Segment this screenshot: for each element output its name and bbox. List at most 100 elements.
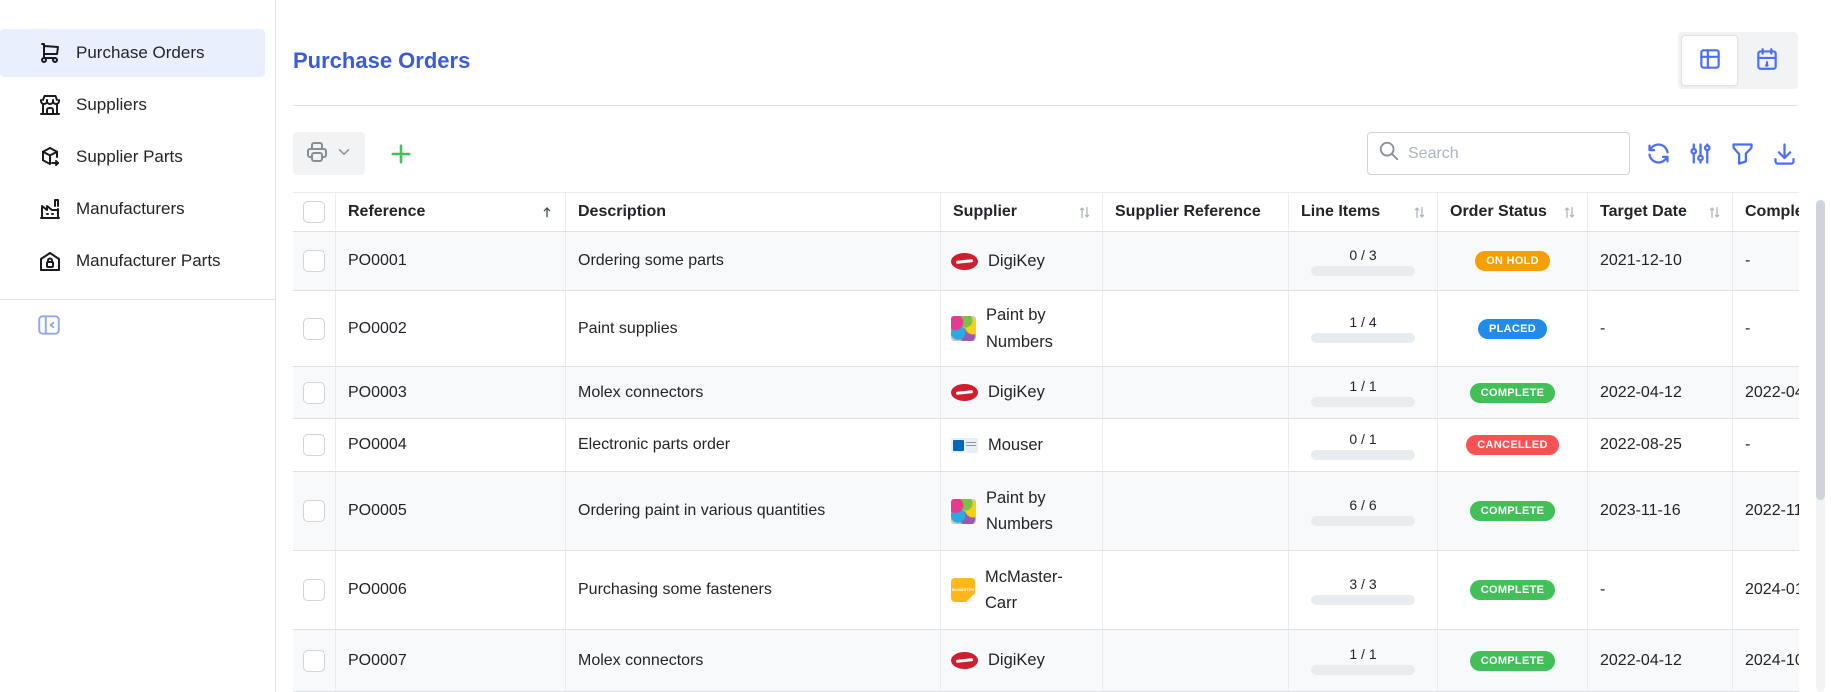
sidebar-item-label: Manufacturer Parts: [76, 251, 221, 270]
target-date-cell: 2022-08-25: [1588, 419, 1733, 471]
supplier-reference-cell: [1103, 232, 1289, 290]
sidebar-item-purchase-orders[interactable]: Purchase Orders: [0, 29, 265, 77]
row-checkbox[interactable]: [303, 434, 325, 456]
supplier-cell: Paint by Numbers: [941, 472, 1103, 550]
table-row[interactable]: PO0006 Purchasing some fasteners McMaste…: [293, 551, 1799, 630]
search-icon: [1378, 140, 1400, 167]
target-date-cell: 2022-04-12: [1588, 367, 1733, 418]
description-cell: Ordering paint in various quantities: [566, 472, 941, 550]
supplier-reference-cell: [1103, 367, 1289, 418]
reference-cell: PO0001: [336, 232, 566, 290]
sidebar-item-manufacturer-parts[interactable]: Manufacturer Parts: [0, 237, 265, 285]
column-header-supplier[interactable]: Supplier: [941, 193, 1103, 231]
page-header: Purchase Orders: [293, 32, 1831, 89]
order-status-cell: ON HOLD: [1438, 232, 1588, 290]
sidebar-item-supplier-parts[interactable]: Supplier Parts: [0, 133, 265, 181]
reference-cell: PO0007: [336, 630, 566, 691]
column-header-order-status[interactable]: Order Status: [1438, 193, 1588, 231]
sidebar-collapse-button[interactable]: [36, 312, 62, 338]
table-row[interactable]: PO0001 Ordering some parts DigiKey 0 / 3…: [293, 232, 1799, 291]
header-divider: [293, 105, 1798, 106]
sidebar: Purchase Orders Suppliers Supplier Parts…: [0, 0, 276, 692]
progress-bar: [1311, 333, 1415, 343]
order-status-cell: COMPLETE: [1438, 472, 1588, 550]
row-checkbox[interactable]: [303, 579, 325, 601]
line-items-cell: 1 / 1: [1289, 367, 1438, 418]
table-row[interactable]: PO0007 Molex connectors DigiKey 1 / 1 CO…: [293, 630, 1799, 692]
column-header-supplier-reference[interactable]: Supplier Reference: [1103, 193, 1289, 231]
order-status-cell: COMPLETE: [1438, 551, 1588, 629]
reference-cell: PO0002: [336, 291, 566, 366]
row-checkbox[interactable]: [303, 381, 325, 404]
row-checkbox[interactable]: [303, 500, 325, 522]
table-row[interactable]: PO0003 Molex connectors DigiKey 1 / 1 CO…: [293, 367, 1799, 419]
table-options-button[interactable]: [1687, 140, 1714, 167]
column-header-description[interactable]: Description: [566, 193, 941, 231]
sidebar-item-suppliers[interactable]: Suppliers: [0, 81, 265, 129]
progress-bar: [1311, 397, 1415, 407]
chevron-down-icon: [335, 143, 353, 164]
table-toolbar: [293, 132, 1831, 175]
target-date-cell: -: [1588, 291, 1733, 366]
sort-asc-icon: [539, 204, 555, 220]
shopping-cart-icon: [38, 41, 62, 65]
panel-collapse-icon: [36, 312, 62, 338]
search-box: [1367, 132, 1630, 175]
progress-bar: [1311, 515, 1415, 526]
warehouse-lock-icon: [38, 249, 62, 273]
package-export-icon: [38, 145, 62, 169]
sort-icon: [1562, 205, 1577, 220]
calendar-view-button[interactable]: [1738, 35, 1795, 86]
select-all-checkbox[interactable]: [303, 201, 325, 223]
print-button[interactable]: [293, 132, 365, 175]
target-date-cell: 2022-04-12: [1588, 630, 1733, 691]
filter-button[interactable]: [1729, 140, 1756, 167]
table-row[interactable]: PO0004 Electronic parts order Mouser 0 /…: [293, 419, 1799, 472]
column-header-target-date[interactable]: Target Date: [1588, 193, 1733, 231]
row-checkbox[interactable]: [303, 250, 325, 272]
view-toggle: [1678, 32, 1798, 89]
column-header-line-items[interactable]: Line Items: [1289, 193, 1438, 231]
row-checkbox[interactable]: [303, 317, 325, 340]
add-order-button[interactable]: [387, 140, 415, 168]
search-input[interactable]: [1408, 144, 1619, 163]
line-items-cell: 0 / 3: [1289, 232, 1438, 290]
status-badge: COMPLETE: [1469, 382, 1556, 403]
description-cell: Purchasing some fasteners: [566, 551, 941, 629]
description-cell: Molex connectors: [566, 630, 941, 691]
table-header-row: Reference Description Supplier Supplier …: [293, 192, 1799, 232]
table-view-button[interactable]: [1681, 35, 1738, 86]
mcmaster-carr-logo: [951, 578, 975, 602]
completion-date-cell: -: [1733, 419, 1799, 471]
description-cell: Paint supplies: [566, 291, 941, 366]
completion-date-cell: 2022-11: [1733, 472, 1799, 550]
table-scrollbar[interactable]: [1816, 200, 1825, 692]
sidebar-item-label: Suppliers: [76, 95, 147, 114]
progress-bar: [1311, 265, 1415, 276]
mouser-logo: [951, 437, 978, 453]
supplier-cell: Paint by Numbers: [941, 291, 1103, 366]
supplier-reference-cell: [1103, 472, 1289, 550]
calendar-icon: [1754, 46, 1780, 75]
download-button[interactable]: [1771, 140, 1798, 167]
column-header-completion-date[interactable]: Completion Date: [1733, 193, 1799, 231]
sort-icon: [1077, 205, 1092, 220]
supplier-reference-cell: [1103, 630, 1289, 691]
status-badge: COMPLETE: [1469, 650, 1556, 671]
line-items-cell: 3 / 3: [1289, 551, 1438, 629]
scrollbar-thumb[interactable]: [1816, 200, 1825, 500]
refresh-button[interactable]: [1645, 140, 1672, 167]
target-date-cell: -: [1588, 551, 1733, 629]
status-badge: COMPLETE: [1469, 501, 1556, 521]
sidebar-item-manufacturers[interactable]: Manufacturers: [0, 185, 265, 233]
row-checkbox[interactable]: [303, 649, 325, 672]
reference-cell: PO0003: [336, 367, 566, 418]
table-row[interactable]: PO0002 Paint supplies Paint by Numbers 1…: [293, 291, 1799, 367]
supplier-reference-cell: [1103, 551, 1289, 629]
reference-cell: PO0006: [336, 551, 566, 629]
order-status-cell: CANCELLED: [1438, 419, 1588, 471]
completion-date-cell: 2024-10: [1733, 630, 1799, 691]
table-row[interactable]: PO0005 Ordering paint in various quantit…: [293, 472, 1799, 551]
column-header-reference[interactable]: Reference: [336, 193, 566, 231]
progress-bar: [1311, 594, 1415, 605]
